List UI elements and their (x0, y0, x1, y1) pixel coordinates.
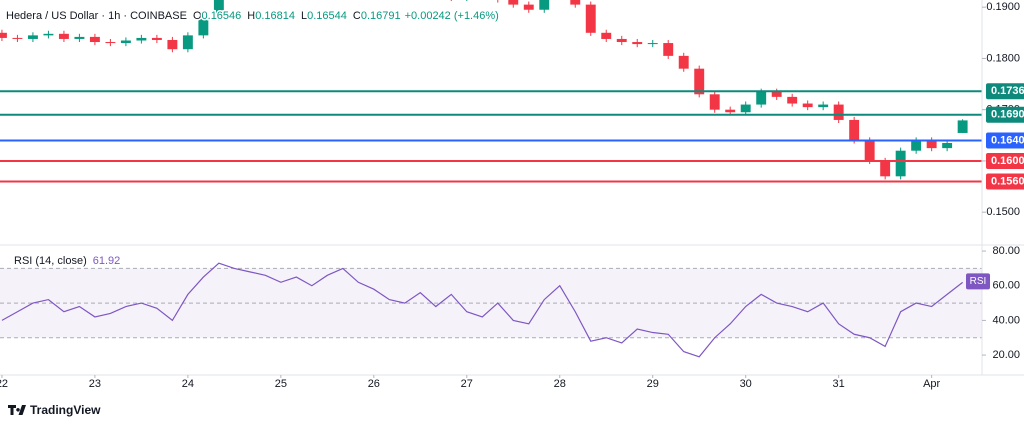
ohlc-value: 0.16814 (255, 10, 295, 22)
candle-body (771, 91, 782, 97)
rsi-last-value: 61.92 (93, 255, 121, 267)
level-label-box (986, 106, 1024, 123)
rsi-tick-label: 80.00 (992, 245, 1020, 257)
candle-body (585, 4, 596, 33)
x-tick-label: 25 (275, 378, 287, 390)
candle-body (570, 0, 581, 5)
candle-body (43, 33, 54, 36)
candle-body (136, 37, 147, 41)
level-label: 0.1640 (991, 134, 1024, 146)
x-tick-label: 28 (554, 378, 566, 390)
x-tick-label: 23 (89, 378, 101, 390)
x-tick-label: 24 (182, 378, 194, 390)
candle-body (787, 96, 798, 104)
candle-body (663, 43, 674, 56)
candle-body (756, 91, 767, 105)
x-tick-label: 31 (833, 378, 845, 390)
candle-body (895, 150, 906, 177)
candle-body (151, 37, 162, 40)
candle-body (601, 32, 612, 39)
price-pane (0, 0, 982, 183)
footer-text: TradingView (30, 403, 101, 417)
rsi-header: RSI (14, close) 61.92 (14, 255, 120, 267)
candle-body (182, 35, 193, 50)
level-label: 0.1560 (991, 175, 1024, 187)
candle-body (89, 36, 100, 43)
ohlc-letter: O (193, 10, 202, 22)
level-label: 0.1736 (991, 85, 1024, 97)
candle-body (167, 39, 178, 50)
candle-body (849, 119, 860, 141)
ohlc-letter: C (353, 10, 361, 22)
candle-body (957, 120, 968, 133)
level-label-box (986, 132, 1024, 149)
x-tick-label: 27 (461, 378, 473, 390)
candle-body (105, 42, 116, 44)
candle-body (523, 4, 534, 10)
rsi-tag-box (966, 273, 990, 290)
change-label: +0.00242 (+1.46%) (405, 10, 499, 22)
candle-body (911, 140, 922, 151)
y-tick-label: 0.1800 (986, 52, 1020, 64)
candle-body (926, 140, 937, 149)
ohlc-letter: L (301, 10, 307, 22)
ohlc-value: 0.16544 (307, 10, 347, 22)
rsi-pane (0, 262, 982, 358)
candle-body (864, 140, 875, 161)
candle-body (508, 0, 519, 5)
rsi-tag: RSI (970, 276, 987, 287)
candle-body (740, 104, 751, 113)
candle-body (818, 104, 829, 108)
candle-body (12, 37, 23, 39)
footer: TradingView (8, 403, 101, 417)
x-tick-label: 30 (740, 378, 752, 390)
candle-body (694, 68, 705, 95)
candle-body (120, 40, 131, 44)
y-tick-label: 0.1900 (986, 1, 1020, 13)
candle-body (709, 94, 720, 110)
x-tick-label: 26 (368, 378, 380, 390)
y-tick-label: 0.1500 (986, 206, 1020, 218)
candle-body (632, 42, 643, 45)
candle-body (0, 32, 7, 38)
candle-body (539, 0, 550, 10)
chart-title: Hedera / US Dollar · 1h · COINBASE (6, 10, 187, 22)
rsi-title: RSI (14, close) (14, 255, 87, 267)
rsi-tick-label: 20.00 (992, 349, 1020, 361)
ohlc-value: 0.16546 (202, 10, 242, 22)
candle-body (616, 38, 627, 43)
candle-body (678, 55, 689, 69)
level-label: 0.1690 (991, 109, 1024, 121)
candle-body (802, 103, 813, 108)
candle-body (725, 109, 736, 113)
candle-body (58, 33, 69, 39)
candle-body (942, 143, 953, 149)
candle-body (198, 17, 209, 36)
ohlc-value: 0.16791 (361, 10, 401, 22)
level-label-box (986, 152, 1024, 169)
candle-body (74, 36, 85, 39)
x-tick-label: 29 (647, 378, 659, 390)
candle-body (213, 0, 224, 18)
x-tick-label: 22 (0, 378, 8, 390)
candle-body (880, 160, 891, 177)
candle-body (833, 104, 844, 120)
rsi-line (1, 262, 963, 358)
level-label: 0.1600 (991, 155, 1024, 167)
axes: 0.19000.18000.17000.16000.15000.17360.16… (0, 1, 1024, 390)
level-label-box (986, 173, 1024, 190)
rsi-tick-label: 60.00 (992, 280, 1020, 292)
chart-header: Hedera / US Dollar · 1h · COINBASE O0.165… (6, 10, 499, 22)
tradingview-logo (8, 405, 26, 415)
ohlc-letter: H (247, 10, 255, 22)
rsi-tick-label: 40.00 (992, 314, 1020, 326)
candle-body (647, 43, 658, 45)
x-tick-label: Apr (923, 378, 940, 390)
level-label-box (986, 83, 1024, 100)
candle-body (27, 35, 38, 39)
